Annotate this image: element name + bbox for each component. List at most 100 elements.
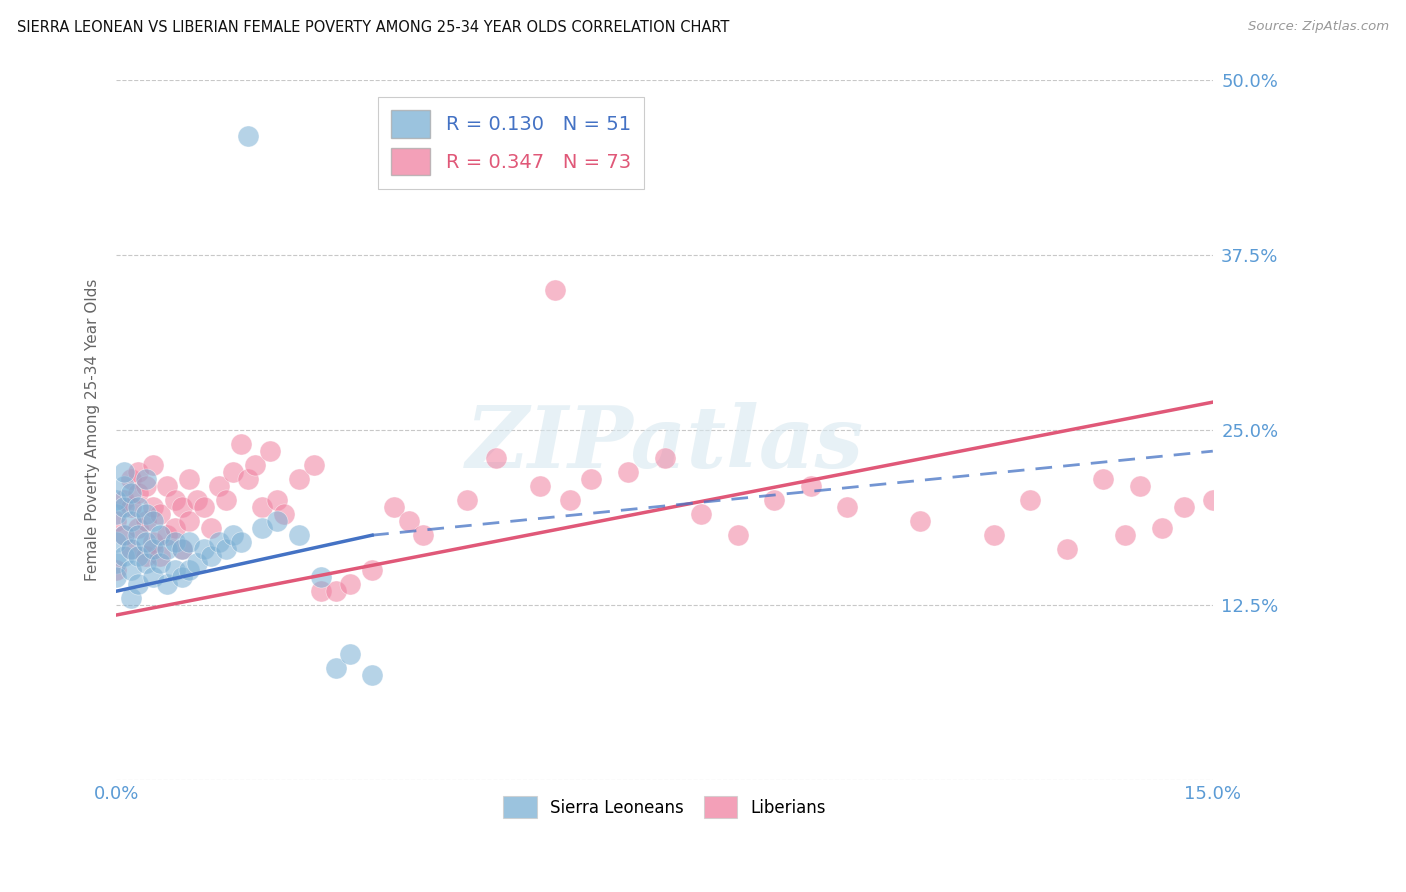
Point [142,458,165,472]
Point [127,549,149,564]
Point [142,514,165,528]
Point [339,647,361,661]
Point [120,500,142,515]
Point [581,472,603,486]
Text: SIERRA LEONEAN VS LIBERIAN FEMALE POVERTY AMONG 25-34 YEAR OLDS CORRELATION CHAR: SIERRA LEONEAN VS LIBERIAN FEMALE POVERT… [17,20,730,35]
Point [1202,493,1225,508]
Point [456,493,478,508]
Point [382,500,405,515]
Point [763,493,786,508]
Point [236,128,259,143]
Point [302,458,325,472]
Point [163,563,186,577]
Point [193,500,215,515]
Point [112,528,135,542]
Point [156,577,179,591]
Point [112,528,135,542]
Point [200,521,222,535]
Point [288,472,311,486]
Point [134,549,156,564]
Point [170,570,193,584]
Point [309,570,332,584]
Point [149,549,172,564]
Point [983,528,1005,542]
Point [266,514,288,528]
Point [120,472,142,486]
Point [207,479,229,493]
Point [1129,479,1152,493]
Point [163,535,186,549]
Point [105,570,128,584]
Point [252,500,274,515]
Point [273,507,295,521]
Point [156,528,179,542]
Point [134,514,156,528]
Point [229,535,252,549]
Point [134,556,156,570]
Point [215,542,238,557]
Point [1150,521,1173,535]
Y-axis label: Female Poverty Among 25-34 Year Olds: Female Poverty Among 25-34 Year Olds [86,279,100,582]
Point [222,528,245,542]
Point [200,549,222,564]
Point [105,507,128,521]
Point [252,521,274,535]
Point [361,563,384,577]
Point [434,128,457,143]
Point [243,458,266,472]
Point [325,584,347,599]
Point [120,542,142,557]
Point [127,500,149,515]
Point [800,479,823,493]
Point [1114,528,1136,542]
Text: ZIPatlas: ZIPatlas [465,402,863,486]
Point [105,514,128,528]
Point [288,528,311,542]
Point [207,535,229,549]
Point [309,584,332,599]
Point [485,451,508,466]
Point [179,535,201,549]
Point [105,556,128,570]
Point [910,514,932,528]
Point [259,444,281,458]
Point [127,528,149,542]
Point [727,528,749,542]
Point [544,283,567,297]
Text: Source: ZipAtlas.com: Source: ZipAtlas.com [1249,20,1389,33]
Point [156,479,179,493]
Point [120,514,142,528]
Point [156,542,179,557]
Point [398,514,420,528]
Point [163,521,186,535]
Point [142,535,165,549]
Point [1092,472,1115,486]
Point [361,668,384,682]
Point [229,437,252,451]
Point [120,563,142,577]
Point [120,486,142,500]
Point [134,535,156,549]
Point [508,128,530,143]
Point [266,493,288,508]
Point [127,465,149,479]
Point [149,556,172,570]
Point [112,493,135,508]
Point [120,591,142,606]
Point [170,500,193,515]
Point [186,556,208,570]
Point [134,472,156,486]
Point [112,500,135,515]
Point [149,507,172,521]
Point [236,472,259,486]
Point [134,479,156,493]
Point [617,465,640,479]
Legend: Sierra Leoneans, Liberians: Sierra Leoneans, Liberians [496,789,832,824]
Point [134,507,156,521]
Point [558,493,581,508]
Point [179,514,201,528]
Point [690,507,713,521]
Point [186,493,208,508]
Point [1019,493,1042,508]
Point [193,542,215,557]
